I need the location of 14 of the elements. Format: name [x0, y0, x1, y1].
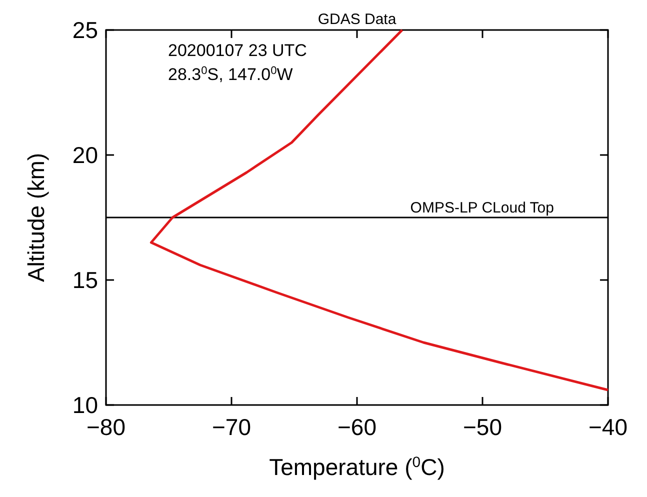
x-tick-label: −70 [212, 414, 252, 440]
annotation: 28.3$^{0}$S, 147.0$^{0}$W [168, 65, 293, 84]
y-axis-title: Altitude (km) [23, 152, 49, 282]
x-tick-label: −50 [462, 414, 502, 440]
line-series [150, 28, 610, 392]
y-tick-label: 25 [72, 17, 98, 43]
y-tick-label: 15 [72, 267, 98, 293]
chart-title: GDAS Data [318, 11, 397, 28]
x-tick-label: −40 [588, 414, 628, 440]
x-axis-title: Temperature ($^{0}$C) [269, 454, 445, 480]
annotation: 20200107 23 UTC [168, 41, 307, 60]
ref-line-label: OMPS-LP CLoud Top [410, 200, 554, 216]
x-tick-label: −60 [337, 414, 377, 440]
y-tick-label: 20 [72, 142, 98, 168]
